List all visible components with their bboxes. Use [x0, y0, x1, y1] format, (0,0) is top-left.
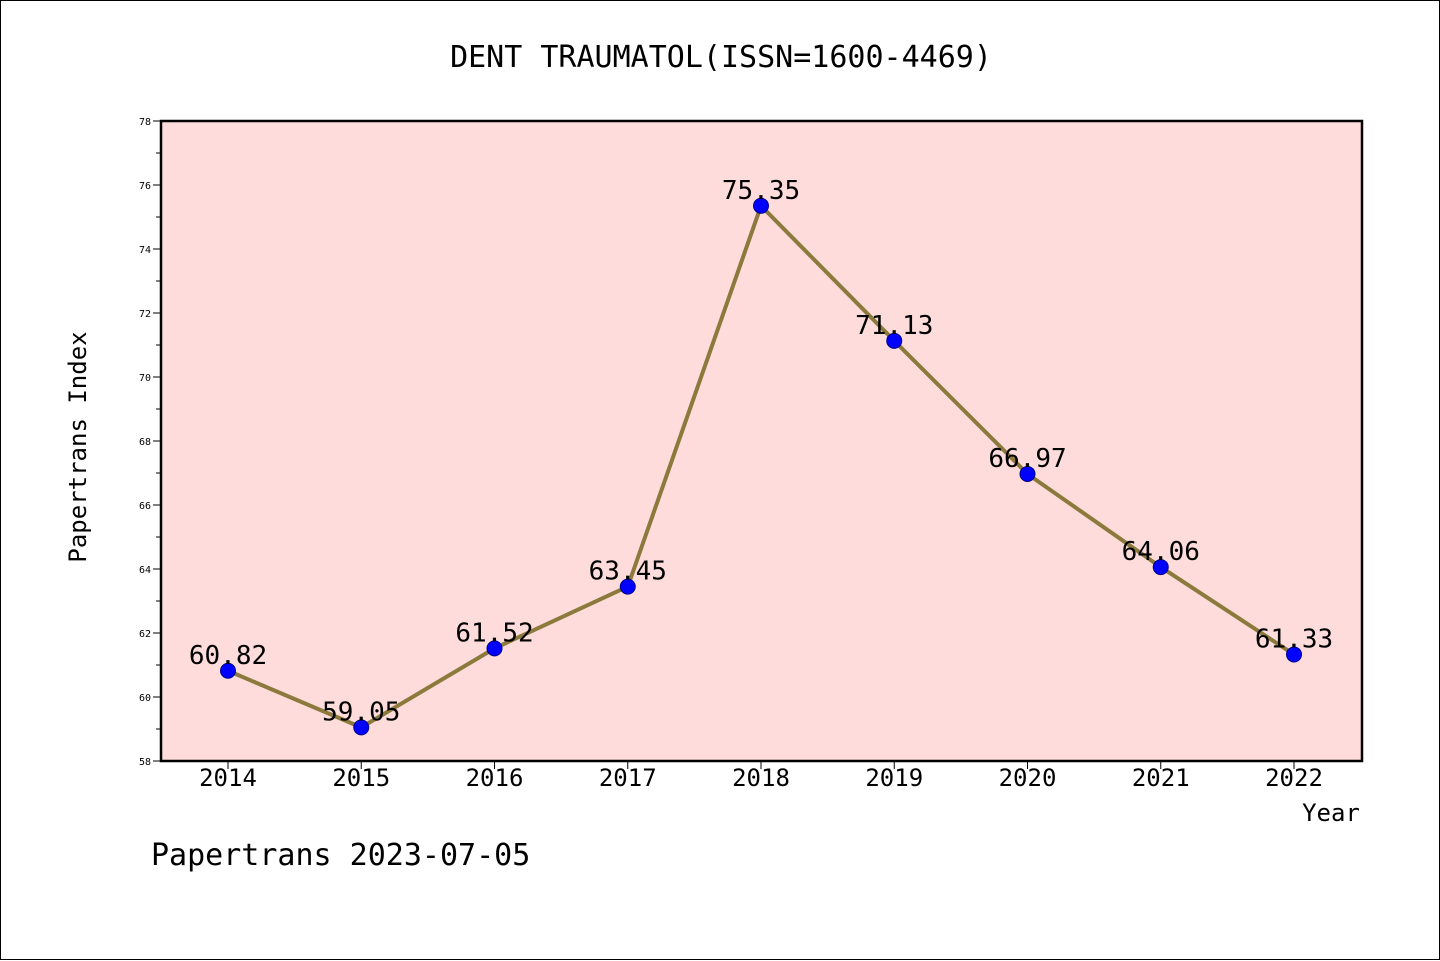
data-point — [1286, 646, 1302, 663]
data-label: 61.52 — [455, 618, 533, 648]
data-point — [753, 197, 769, 214]
x-tick-label: 2017 — [599, 764, 657, 792]
y-tick-label: 60 — [139, 693, 151, 704]
data-point — [886, 332, 903, 349]
data-label: 63.45 — [589, 557, 667, 587]
data-label: 61.33 — [1255, 624, 1333, 654]
x-tick-label: 2022 — [1265, 764, 1323, 792]
x-tick-label: 2018 — [732, 764, 790, 792]
plot-area — [159, 119, 1364, 763]
y-tick-label: 78 — [139, 117, 151, 128]
footer-text: Papertrans 2023-07-05 — [151, 838, 530, 873]
data-label: 66.97 — [988, 444, 1066, 474]
data-point — [220, 662, 236, 679]
x-axis: 2014 2015 2016 2017 2018 2019 2020 2021 2022 — [199, 761, 1323, 792]
data-label: 59.05 — [322, 697, 400, 727]
y-tick-label: 58 — [139, 757, 151, 768]
x-tick-label: 2019 — [865, 764, 923, 792]
y-tick-label: 64 — [139, 565, 151, 576]
y-axis: 58 60 62 64 66 68 70 72 74 76 78 — [139, 117, 161, 768]
x-tick-label: 2020 — [999, 764, 1057, 792]
data-labels: 60.82 59.05 61.52 63.45 75.35 71.13 66.97 64.06… — [189, 176, 1333, 728]
data-point — [1152, 559, 1169, 576]
y-tick-label: 76 — [139, 181, 151, 192]
y-tick-label: 66 — [139, 501, 151, 512]
y-tick-label: 70 — [139, 373, 151, 384]
data-point — [353, 719, 370, 736]
x-axis-label: Year — [1302, 799, 1360, 827]
data-label: 75.35 — [722, 176, 800, 206]
data-point — [1019, 465, 1036, 482]
data-label: 71.13 — [855, 311, 933, 341]
y-axis-label: Papertrans Index — [64, 331, 92, 562]
x-tick-label: 2021 — [1132, 764, 1190, 792]
y-tick-label: 68 — [139, 437, 151, 448]
data-point — [619, 578, 636, 595]
y-tick-label: 74 — [139, 245, 151, 256]
data-point — [486, 640, 503, 657]
series-markers — [220, 197, 1302, 736]
data-label: 60.82 — [189, 641, 267, 671]
x-tick-label: 2014 — [199, 764, 257, 792]
y-tick-label: 62 — [139, 629, 151, 640]
data-label: 64.06 — [1122, 537, 1200, 567]
y-tick-label: 72 — [139, 309, 151, 320]
chart-title: DENT TRAUMATOL(ISSN=1600-4469) — [450, 40, 992, 75]
x-tick-label: 2016 — [466, 764, 524, 792]
x-tick-label: 2015 — [332, 764, 390, 792]
